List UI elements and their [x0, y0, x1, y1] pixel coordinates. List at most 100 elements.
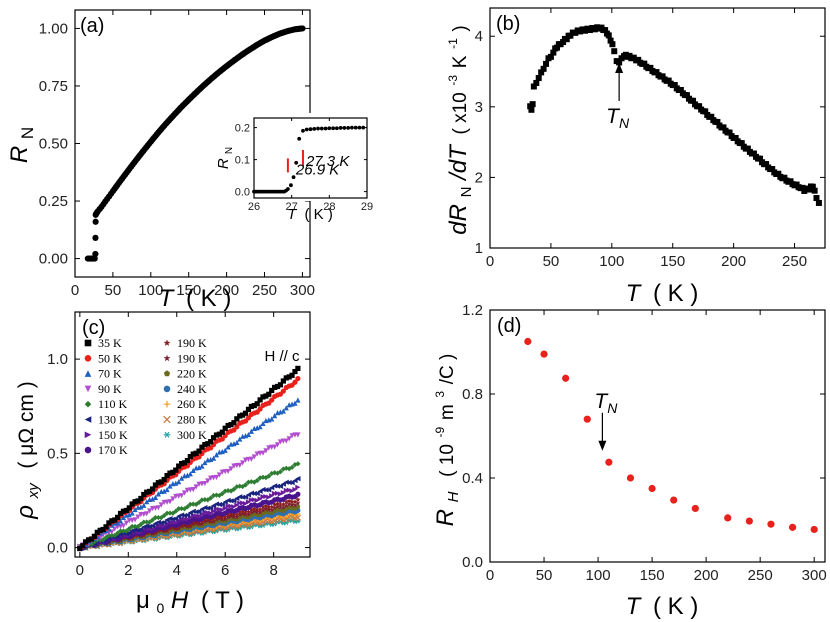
panel-c-point	[280, 501, 287, 507]
panel-c-point	[193, 450, 199, 456]
panel-c-point	[199, 444, 205, 450]
panel-c-point	[251, 508, 257, 514]
panel-a-y-tick-label: 0.25	[39, 193, 68, 210]
panel-c-point	[231, 498, 237, 504]
panel-c-point	[196, 508, 202, 515]
panel-b-x-axis-label: T ( K )	[626, 280, 699, 307]
panel-c-point	[219, 507, 225, 513]
panel-c-point	[216, 506, 222, 513]
panel-d-point	[745, 517, 753, 525]
panel-c-point	[193, 501, 199, 507]
panel-d-point	[767, 520, 775, 528]
panel-c-point	[219, 501, 225, 507]
panel-d-x-tick-label: 50	[536, 567, 553, 584]
panel-c-legend-label: 170 K	[98, 443, 128, 457]
panel-c-legend-marker	[163, 400, 171, 408]
panel-c-x-axis-label: μ 0 H ( T )	[136, 587, 244, 619]
panel-c-point	[178, 460, 185, 467]
panel-c-point	[269, 397, 275, 403]
panel-c-point	[237, 511, 243, 518]
panel-c-point	[106, 520, 112, 526]
panel-c-label: (c)	[82, 317, 105, 339]
panel-c-point	[283, 465, 289, 471]
panel-c-point	[234, 511, 240, 517]
panel-c-point	[115, 534, 121, 540]
panel-c-point	[208, 456, 214, 463]
panel-c-point	[152, 515, 159, 521]
panel-c-legend-label: 280 K	[177, 413, 207, 427]
panel-c-point	[120, 523, 127, 529]
inset-x-tick-label: 28	[323, 201, 335, 213]
panel-c-x-tick-label: 0	[76, 562, 84, 579]
panel-c-point	[295, 365, 301, 371]
panel-d-neel-label: TN	[594, 390, 618, 416]
panel-c-point	[170, 510, 176, 516]
panel-c-point	[115, 514, 121, 520]
panel-c-point	[248, 428, 254, 434]
panel-c-point	[260, 494, 266, 500]
panel-c-point	[196, 464, 202, 470]
panel-c-point	[263, 487, 269, 493]
panel-d-point	[605, 458, 613, 466]
panel-c-point	[170, 496, 176, 502]
panel-c-point	[184, 504, 191, 510]
panel-b-point	[744, 145, 751, 152]
panel-c-point	[277, 469, 284, 475]
panel-c-point	[240, 412, 246, 418]
panel-c-point	[155, 514, 161, 521]
panel-c-point	[170, 469, 176, 475]
panel-c-point	[176, 506, 182, 512]
panel-c-legend-label: 190 K	[177, 336, 207, 350]
panel-c-point	[280, 388, 286, 394]
panel-c-point	[135, 514, 141, 520]
panel-c-point	[205, 517, 211, 524]
panel-c-point	[239, 508, 246, 514]
panel-c-point	[193, 513, 199, 519]
panel-c-point	[216, 513, 223, 519]
panel-c-point	[292, 486, 298, 493]
panel-c-point	[248, 497, 254, 503]
panel-c-legend-marker	[84, 339, 92, 347]
panel-c-point	[85, 537, 92, 543]
panel-c-point	[260, 507, 266, 513]
panel-c-point	[294, 514, 301, 521]
panel-c-point	[208, 445, 214, 451]
panel-c-point	[149, 517, 156, 523]
panel-c-data-points	[76, 365, 301, 552]
panel-c-point	[138, 495, 144, 502]
panel-c-point	[83, 539, 89, 545]
panel-c-point	[187, 471, 193, 477]
panel-c-point	[266, 391, 272, 397]
panel-c-point	[210, 516, 217, 522]
panel-c-point	[295, 397, 301, 403]
panel-c-point	[292, 368, 298, 375]
panel-c-point	[225, 468, 231, 475]
panel-c-point	[260, 486, 266, 493]
panel-a-y-tick-label: 0.75	[39, 78, 68, 95]
panel-c-point	[269, 493, 275, 499]
panel-c-point	[251, 454, 257, 460]
panel-c-legend-label: 300 K	[177, 428, 207, 442]
panel-d-point	[810, 525, 818, 534]
panel-c-legend-marker	[163, 415, 171, 424]
panel-b-neel-annotation: TN	[606, 62, 630, 131]
panel-d-y-tick-label: 0.4	[462, 470, 483, 487]
panel-b-point	[769, 166, 776, 173]
inset-point	[357, 125, 362, 130]
panel-c-ticks: 0 2 4 6 8 0.0 0.5 1.0	[47, 312, 310, 579]
panel-c-point	[234, 416, 240, 422]
panel-b-y-axis-label: dR N /dT ( x10 -3 K -1 )	[436, 25, 477, 235]
panel-c-point	[254, 490, 260, 497]
panel-c-point	[263, 448, 269, 454]
panel-c-point	[115, 530, 121, 536]
panel-c-point	[234, 513, 240, 520]
panel-c-point	[117, 528, 124, 534]
panel-b-point	[714, 118, 721, 125]
panel-b: 0 50 100 150 200 250 1 2 3 4 (b) TN T ( K ) dR N …	[436, 7, 826, 307]
panel-a-inset: 26 27 28 290.00.10.2 27.3 K 26.9 K T ( K ) …	[215, 113, 373, 223]
panel-c-point	[202, 480, 208, 487]
panel-c-point	[210, 455, 217, 461]
panel-c-point	[251, 505, 257, 511]
inset-point	[291, 175, 296, 180]
panel-c-point	[280, 481, 286, 487]
